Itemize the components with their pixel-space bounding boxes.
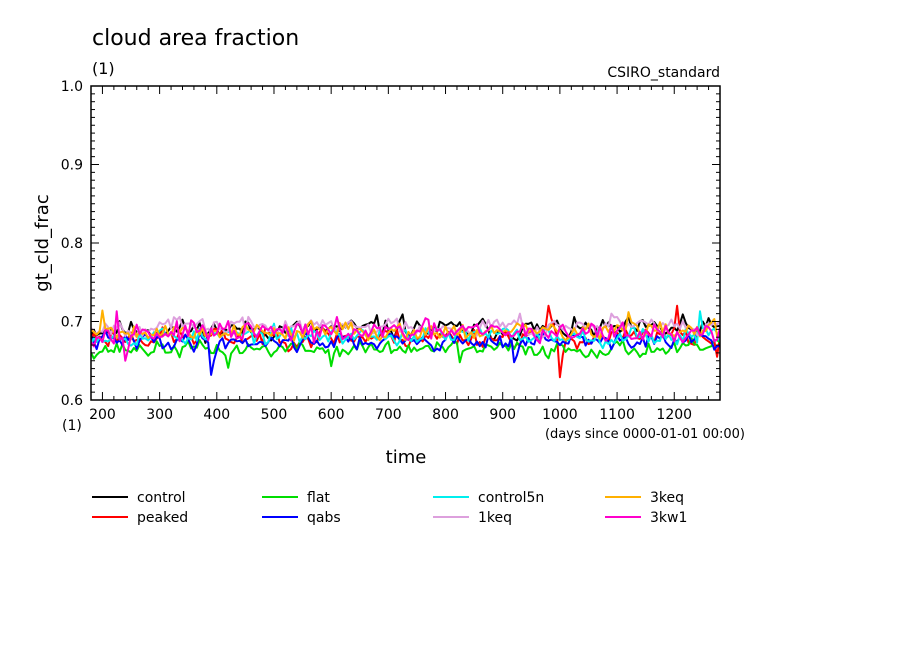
series-layer [91,304,720,379]
legend-label-peaked: peaked [137,510,188,526]
x-tick-label: 400 [203,407,230,423]
legend: control peaked flat qabs control5n 1keq 3keq 3k… [92,490,687,526]
legend-label-control: control [137,490,186,506]
ticks-layer: 200 300 400 500 600 700 800 900 1000 1100 1200 0.6 0… [61,79,721,423]
x-tick-label: 900 [489,407,516,423]
x-tick-label: 800 [432,407,459,423]
x-tick-label: 1100 [599,407,635,423]
legend-label-control5n: control5n [478,490,544,506]
y-tick-label: 0.9 [61,158,83,174]
y-axis-label: gt_cld_frac [32,194,53,291]
legend-label-1keq: 1keq [478,510,512,526]
legend-label-3kw1: 3kw1 [650,510,687,526]
top-right-label: CSIRO_standard [607,65,720,81]
legend-label-3keq: 3keq [650,490,684,506]
x-axis-label: time [386,447,427,468]
x-tick-label: 700 [375,407,402,423]
series-line-1keq [91,312,720,339]
title-unit: (1) [92,59,115,78]
x-tick-label: 200 [89,407,116,423]
x-axis-unit-note: (days since 0000-01-01 00:00) [545,427,745,442]
x-tick-label: 300 [146,407,173,423]
x-tick-label: 1200 [656,407,692,423]
chart-title: cloud area fraction [92,26,299,51]
series-line-control5n [91,310,720,350]
series-line-peaked [91,304,720,379]
y-tick-label: 1.0 [61,79,83,95]
y-tick-label: 0.7 [61,315,83,331]
legend-label-flat: flat [307,490,330,506]
x-tick-label: 1000 [542,407,578,423]
y-tick-label: 0.6 [61,393,83,409]
y-tick-label: 0.8 [61,236,83,252]
legend-label-qabs: qabs [307,510,341,526]
y-axis-unit: (1) [62,418,82,434]
x-tick-label: 500 [261,407,288,423]
x-tick-label: 600 [318,407,345,423]
series-line-3kw1 [91,310,720,362]
